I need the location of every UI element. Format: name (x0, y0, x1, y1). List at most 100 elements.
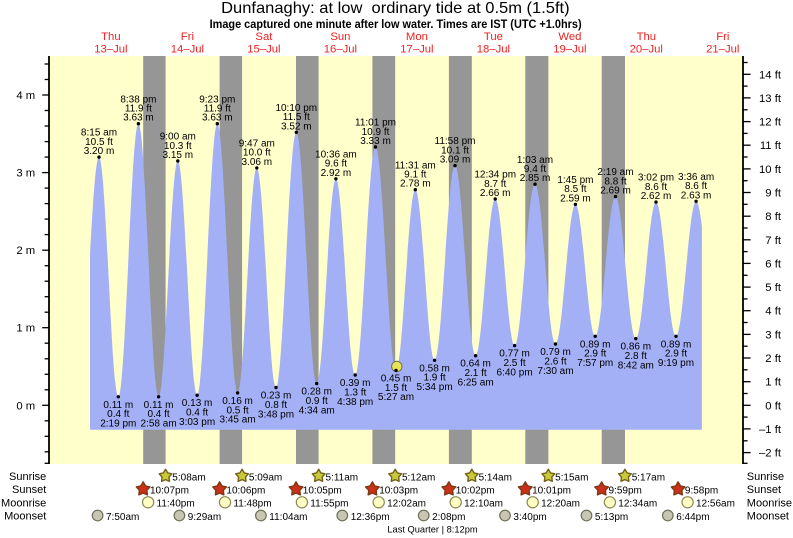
svg-text:12:20am: 12:20am (541, 499, 580, 510)
svg-text:2.6 ft: 2.6 ft (544, 356, 566, 367)
svg-text:10:07pm: 10:07pm (150, 486, 189, 497)
svg-text:8.5 ft: 8.5 ft (564, 184, 586, 195)
svg-text:0.39 m: 0.39 m (340, 378, 371, 389)
svg-text:2.59 m: 2.59 m (560, 193, 591, 204)
svg-text:10.5 ft: 10.5 ft (85, 137, 113, 148)
svg-text:11:04am: 11:04am (269, 512, 307, 523)
svg-text:0.4 ft: 0.4 ft (186, 408, 208, 419)
svg-text:0.5 ft: 0.5 ft (226, 405, 248, 416)
svg-text:Sun: Sun (330, 31, 350, 43)
svg-text:0.45 m: 0.45 m (381, 373, 412, 384)
svg-text:1.5 ft: 1.5 ft (385, 383, 407, 394)
svg-text:2 m: 2 m (16, 245, 35, 257)
svg-text:0.9 ft: 0.9 ft (306, 396, 328, 407)
svg-text:Image captured one minute afte: Image captured one minute after low wate… (210, 19, 582, 31)
svg-text:0.11 m: 0.11 m (103, 400, 133, 411)
svg-text:3.06 m: 3.06 m (242, 157, 273, 168)
svg-text:8.8 ft: 8.8 ft (604, 176, 626, 187)
svg-text:8.6 ft: 8.6 ft (645, 182, 667, 193)
svg-text:Wed: Wed (558, 31, 581, 43)
svg-text:8:42 am: 8:42 am (618, 360, 654, 371)
svg-text:Moonrise: Moonrise (1, 497, 46, 509)
svg-text:0.89 m: 0.89 m (580, 339, 611, 350)
svg-text:10:06pm: 10:06pm (226, 486, 265, 497)
svg-text:6 ft: 6 ft (765, 258, 782, 270)
svg-text:9:23 pm: 9:23 pm (199, 94, 235, 105)
svg-text:9:00 am: 9:00 am (160, 132, 196, 143)
svg-text:1.9 ft: 1.9 ft (423, 373, 445, 384)
svg-text:3.63 m: 3.63 m (202, 113, 233, 124)
svg-text:Thu: Thu (101, 31, 120, 43)
svg-text:10.0 ft: 10.0 ft (243, 148, 271, 159)
svg-text:9.1 ft: 9.1 ft (404, 170, 426, 181)
svg-text:0.23 m: 0.23 m (261, 391, 292, 402)
svg-text:Sat: Sat (255, 31, 273, 43)
svg-text:0.86 m: 0.86 m (621, 342, 652, 353)
svg-text:0.64 m: 0.64 m (460, 359, 491, 370)
svg-text:2.9 ft: 2.9 ft (665, 349, 687, 360)
svg-text:11:55pm: 11:55pm (310, 499, 348, 510)
svg-text:12:36pm: 12:36pm (351, 512, 390, 523)
svg-text:13 ft: 13 ft (759, 93, 782, 105)
svg-text:5 ft: 5 ft (765, 282, 782, 294)
svg-text:2.78 m: 2.78 m (400, 179, 431, 190)
svg-text:0.28 m: 0.28 m (301, 387, 332, 398)
svg-text:7 ft: 7 ft (765, 235, 782, 247)
svg-text:Moonrise: Moonrise (747, 497, 792, 509)
svg-text:5:14am: 5:14am (479, 472, 512, 483)
svg-text:12:34am: 12:34am (618, 499, 657, 510)
svg-text:12:10am: 12:10am (464, 499, 503, 510)
svg-text:0.8 ft: 0.8 ft (265, 400, 287, 411)
svg-text:Fri: Fri (716, 31, 729, 43)
svg-text:9.6 ft: 9.6 ft (325, 159, 347, 170)
svg-text:11:40pm: 11:40pm (157, 499, 195, 510)
svg-text:7:57 pm: 7:57 pm (577, 358, 613, 369)
svg-text:20–Jul: 20–Jul (630, 43, 663, 55)
svg-text:5:13pm: 5:13pm (595, 512, 628, 523)
svg-text:0.13 m: 0.13 m (182, 398, 213, 409)
svg-text:3:45 am: 3:45 am (220, 415, 256, 426)
svg-text:9:47 am: 9:47 am (239, 139, 275, 150)
svg-text:Sunrise: Sunrise (9, 471, 46, 483)
svg-text:0.4 ft: 0.4 ft (107, 409, 129, 420)
svg-text:12:02am: 12:02am (387, 499, 426, 510)
svg-text:–1 ft: –1 ft (759, 424, 782, 436)
svg-text:6:40 pm: 6:40 pm (497, 367, 533, 378)
svg-text:7:30 am: 7:30 am (537, 366, 573, 377)
svg-text:14 ft: 14 ft (759, 69, 782, 81)
svg-text:Fri: Fri (181, 31, 194, 43)
svg-text:1.3 ft: 1.3 ft (344, 387, 366, 398)
svg-text:1:03 am: 1:03 am (517, 155, 553, 166)
svg-text:8.6 ft: 8.6 ft (685, 181, 707, 192)
svg-text:6:25 am: 6:25 am (458, 378, 494, 389)
svg-text:19–Jul: 19–Jul (553, 43, 586, 55)
svg-text:2.5 ft: 2.5 ft (503, 358, 525, 369)
svg-text:2:08pm: 2:08pm (432, 512, 465, 523)
svg-text:Sunset: Sunset (12, 484, 46, 496)
svg-text:4 ft: 4 ft (765, 306, 782, 318)
svg-text:3.15 m: 3.15 m (163, 150, 194, 161)
svg-text:Thu: Thu (637, 31, 656, 43)
svg-text:Sunset: Sunset (747, 484, 781, 496)
svg-text:2.9 ft: 2.9 ft (584, 349, 606, 360)
svg-text:0 m: 0 m (16, 400, 35, 412)
svg-text:0.4 ft: 0.4 ft (147, 409, 169, 420)
svg-text:Last Quarter | 8:12pm: Last Quarter | 8:12pm (387, 524, 478, 534)
svg-text:7:50am: 7:50am (106, 512, 139, 523)
svg-text:8 ft: 8 ft (765, 211, 782, 223)
svg-text:4:38 pm: 4:38 pm (337, 397, 373, 408)
svg-text:11:31 am: 11:31 am (395, 160, 436, 171)
svg-text:2.92 m: 2.92 m (321, 168, 352, 179)
svg-text:5:15am: 5:15am (555, 472, 588, 483)
svg-text:10:36 am: 10:36 am (315, 149, 357, 160)
svg-text:11 ft: 11 ft (760, 140, 782, 152)
svg-text:3:40pm: 3:40pm (513, 512, 546, 523)
svg-text:3 m: 3 m (16, 168, 35, 180)
svg-text:1:45 pm: 1:45 pm (557, 175, 593, 186)
svg-text:5:27 am: 5:27 am (378, 392, 414, 403)
svg-text:10:02pm: 10:02pm (456, 486, 495, 497)
svg-text:17–Jul: 17–Jul (400, 43, 433, 55)
svg-text:0.16 m: 0.16 m (222, 396, 253, 407)
svg-text:0.11 m: 0.11 m (144, 400, 174, 411)
svg-text:5:11am: 5:11am (326, 472, 359, 483)
